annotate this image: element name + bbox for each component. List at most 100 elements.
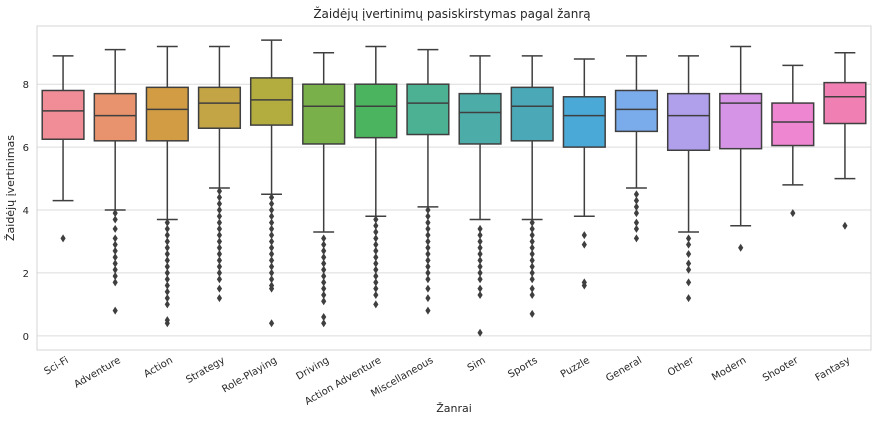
iqr-box <box>93 92 137 142</box>
outlier-point <box>633 218 640 227</box>
box-driving <box>302 51 346 328</box>
outlier-point <box>477 268 483 277</box>
outlier-point <box>112 209 118 218</box>
outlier-point <box>373 284 379 293</box>
outlier-point <box>321 234 327 243</box>
outlier-point <box>425 275 431 284</box>
outlier-point <box>268 256 275 265</box>
iqr-box <box>197 86 242 129</box>
y-tick-label: 0 <box>23 332 29 343</box>
outlier-point <box>633 190 640 199</box>
outlier-point <box>321 290 327 299</box>
outlier-point <box>373 234 379 243</box>
y-tick-labels: 0 2 4 6 8 <box>23 80 29 343</box>
outlier-point <box>268 284 275 293</box>
outlier-point <box>633 224 640 233</box>
outlier-point <box>529 231 535 240</box>
outlier-point <box>164 268 170 277</box>
outlier-point <box>425 250 431 259</box>
outlier-point <box>164 243 170 252</box>
x-axis-label: Žanrai <box>436 402 472 415</box>
outlier-point <box>164 300 170 309</box>
outlier-point <box>373 228 379 237</box>
outlier-point <box>164 319 170 328</box>
outlier-point <box>216 212 223 221</box>
box-sim <box>458 55 502 337</box>
outlier-point <box>216 243 223 252</box>
x-tick-label: Shooter <box>761 355 801 385</box>
box-miscellaneous <box>406 48 450 315</box>
outlier-point <box>112 253 118 262</box>
outlier-point <box>425 212 431 221</box>
outlier-point <box>268 250 275 259</box>
x-tick-label: Action <box>142 355 175 380</box>
outlier-point <box>216 268 223 277</box>
box-series <box>41 39 867 337</box>
x-tick-label: General <box>604 355 644 384</box>
outlier-point <box>581 281 587 290</box>
outlier-point <box>373 253 379 262</box>
outlier-point <box>268 206 275 215</box>
x-tick-label: Modern <box>710 355 748 383</box>
outlier-point <box>425 256 431 265</box>
iqr-box <box>562 96 606 148</box>
outlier-point <box>112 224 118 233</box>
outlier-point <box>477 290 483 299</box>
iqr-box <box>41 89 85 140</box>
outlier-point <box>477 275 483 284</box>
outlier-point <box>529 268 535 277</box>
y-tick-label: 6 <box>23 143 29 154</box>
outlier-point <box>633 196 640 205</box>
outlier-point <box>216 256 223 265</box>
outlier-point <box>164 287 170 296</box>
outlier-point <box>425 231 431 240</box>
iqr-box <box>823 81 867 125</box>
x-tick-label: Role-Playing <box>220 355 279 395</box>
outlier-point <box>268 319 275 328</box>
outlier-point <box>477 237 483 246</box>
outlier-point <box>477 284 483 293</box>
outlier-point <box>685 259 692 268</box>
outlier-point <box>685 278 692 287</box>
outlier-point <box>216 231 223 240</box>
outlier-point <box>216 294 223 303</box>
x-tick-label: Fantasy <box>814 355 853 384</box>
outlier-point <box>425 294 431 303</box>
outlier-point <box>216 199 223 208</box>
outlier-point <box>477 328 483 337</box>
outlier-point <box>685 234 692 243</box>
box-modern <box>719 45 763 252</box>
outlier-point <box>164 262 170 271</box>
outlier-point <box>216 275 223 284</box>
outlier-point <box>373 272 379 281</box>
outlier-point <box>529 224 535 233</box>
outlier-point <box>425 218 431 227</box>
y-tick-label: 2 <box>23 269 29 280</box>
outlier-point <box>112 246 118 255</box>
outlier-point <box>529 218 535 227</box>
outlier-point <box>529 256 535 265</box>
outlier-point <box>321 297 327 306</box>
box-action <box>145 45 189 328</box>
x-tick-labels: Sci-Fi Adventure Action StrategyRole-Playin… <box>43 355 853 408</box>
outlier-point <box>164 275 170 284</box>
x-tick-label: Sports <box>506 355 539 381</box>
outlier-point <box>164 231 170 240</box>
outlier-point <box>216 218 223 227</box>
outlier-point <box>216 262 223 271</box>
outlier-point <box>112 234 118 243</box>
outlier-point <box>738 243 744 252</box>
outlier-point <box>321 259 327 268</box>
iqr-box <box>145 86 189 142</box>
chart-title: Žaidėjų įvertinimų pasiskirstymas pagal … <box>313 6 590 21</box>
outlier-point <box>321 278 327 287</box>
outlier-point <box>477 256 483 265</box>
outlier-point <box>216 187 223 196</box>
outlier-point <box>321 253 327 262</box>
box-fantasy <box>823 51 867 230</box>
x-tick-label: Sci-Fi <box>43 355 71 378</box>
outlier-point <box>112 278 118 287</box>
iqr-box <box>249 77 294 126</box>
outlier-point <box>425 237 431 246</box>
